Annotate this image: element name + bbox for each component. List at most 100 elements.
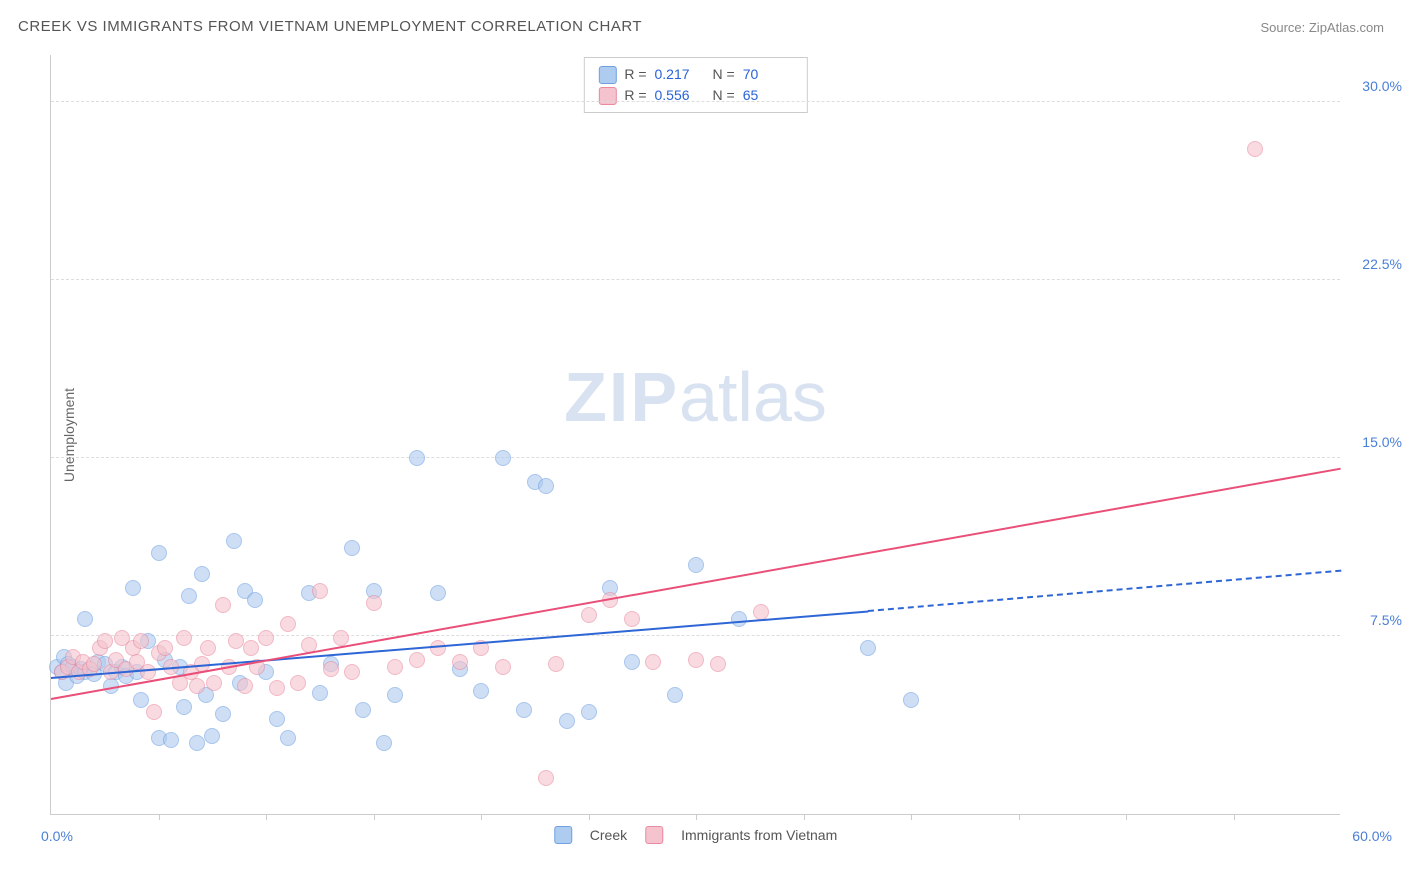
scatter-point [269,680,285,696]
scatter-point [312,685,328,701]
scatter-point [355,702,371,718]
scatter-point [344,540,360,556]
scatter-point [280,616,296,632]
scatter-point [624,654,640,670]
x-tick-mark [589,814,590,820]
scatter-point [200,640,216,656]
scatter-point [243,640,259,656]
source-attribution: Source: ZipAtlas.com [1260,20,1384,35]
scatter-point [151,545,167,561]
scatter-point [409,450,425,466]
scatter-point [860,640,876,656]
x-tick-mark [481,814,482,820]
scatter-point [903,692,919,708]
x-tick-mark [1019,814,1020,820]
plot-area: ZIPatlas Unemployment 0.0% 60.0% R =0.21… [50,55,1340,815]
x-tick-mark [374,814,375,820]
legend-swatch [598,66,616,84]
scatter-point [176,699,192,715]
legend-stat-row: R = 0.217 N = 70 [598,64,792,85]
scatter-point [688,557,704,573]
scatter-point [228,633,244,649]
legend-swatch [598,87,616,105]
scatter-point [215,706,231,722]
scatter-point [269,711,285,727]
r-label: R = [624,85,646,106]
scatter-point [323,661,339,677]
x-tick-mark [1234,814,1235,820]
scatter-point [430,585,446,601]
x-tick-mark [696,814,697,820]
legend-swatch [645,826,663,844]
scatter-point [333,630,349,646]
scatter-point [226,533,242,549]
scatter-point [133,692,149,708]
scatter-point [204,728,220,744]
scatter-point [538,770,554,786]
scatter-point [312,583,328,599]
r-value: 0.556 [655,85,705,106]
gridline [51,101,1340,102]
legend-stat-row: R =0.556N =65 [598,85,792,106]
legend-series: Creek Immigrants from Vietnam [554,826,837,844]
scatter-point [258,630,274,646]
r-label: R = [624,64,646,85]
x-tick-mark [911,814,912,820]
scatter-point [97,633,113,649]
scatter-point [710,656,726,672]
y-tick-label: 30.0% [1362,78,1402,94]
scatter-point [163,732,179,748]
x-tick-mark [266,814,267,820]
scatter-point [624,611,640,627]
scatter-point [538,478,554,494]
scatter-point [215,597,231,613]
n-label: N = [713,85,735,106]
scatter-point [452,654,468,670]
scatter-point [280,730,296,746]
scatter-point [344,664,360,680]
x-tick-mark [1126,814,1127,820]
y-tick-label: 15.0% [1362,434,1402,450]
legend-label: Creek [590,827,627,843]
trend-line [868,570,1341,612]
scatter-point [194,566,210,582]
scatter-point [376,735,392,751]
y-tick-label: 22.5% [1362,256,1402,272]
scatter-point [409,652,425,668]
scatter-point [77,611,93,627]
scatter-point [495,659,511,675]
scatter-point [247,592,263,608]
gridline [51,279,1340,280]
scatter-point [548,656,564,672]
legend-label: Immigrants from Vietnam [681,827,837,843]
scatter-point [125,580,141,596]
scatter-point [516,702,532,718]
y-axis-label: Unemployment [61,387,77,481]
n-value: 70 [743,64,793,85]
scatter-point [206,675,222,691]
scatter-point [645,654,661,670]
scatter-point [1247,141,1263,157]
scatter-point [133,633,149,649]
x-tick-mark [804,814,805,820]
scatter-point [495,450,511,466]
watermark: ZIPatlas [564,357,827,437]
x-tick-mark [159,814,160,820]
scatter-point [86,656,102,672]
scatter-point [581,704,597,720]
gridline [51,635,1340,636]
scatter-point [667,687,683,703]
scatter-point [146,704,162,720]
r-value: 0.217 [655,64,705,85]
scatter-point [181,588,197,604]
scatter-point [387,687,403,703]
n-label: N = [713,64,735,85]
scatter-point [559,713,575,729]
scatter-point [688,652,704,668]
y-tick-label: 7.5% [1370,612,1402,628]
scatter-point [581,607,597,623]
chart-title: CREEK VS IMMIGRANTS FROM VIETNAM UNEMPLO… [18,18,642,35]
legend-swatch [554,826,572,844]
gridline [51,457,1340,458]
scatter-point [387,659,403,675]
